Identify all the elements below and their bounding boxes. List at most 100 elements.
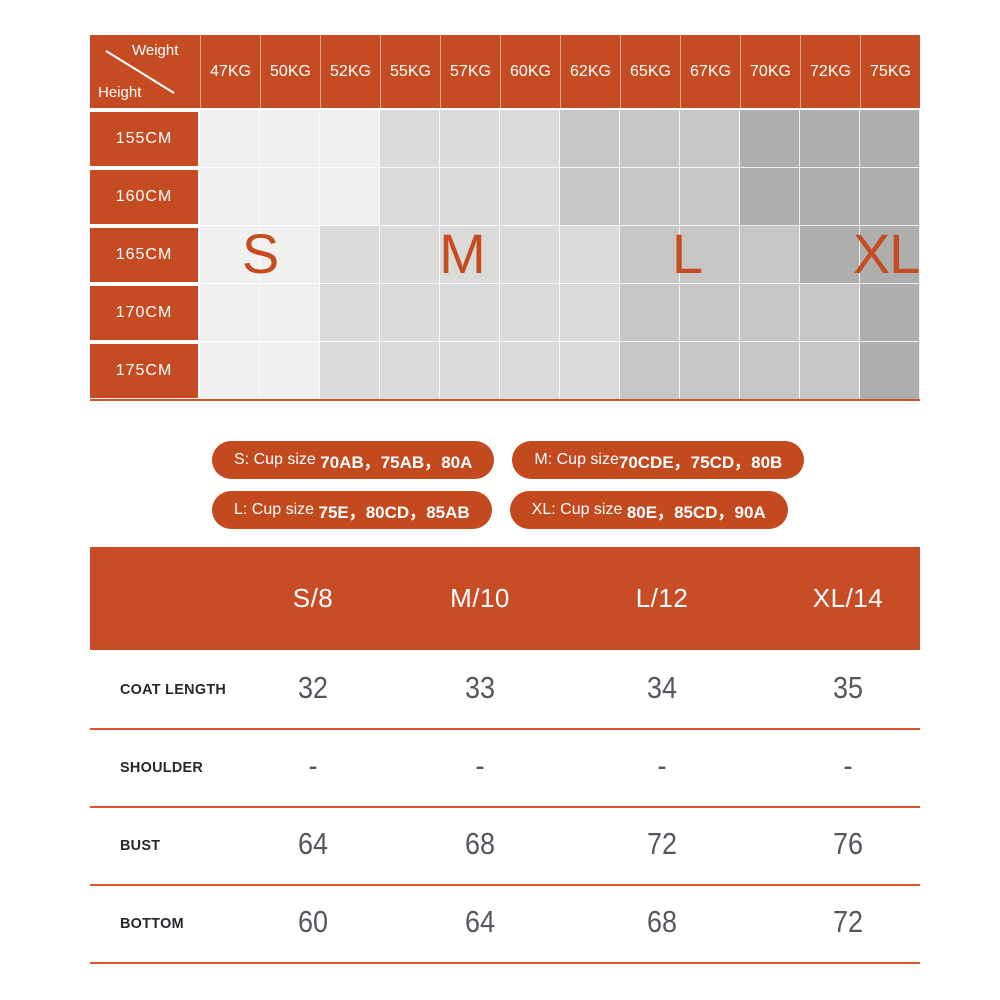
cell-value: 60 (297, 905, 329, 940)
zone-cell-m (380, 226, 440, 284)
weight-axis-label: Weight (132, 42, 179, 59)
cell-value: 72 (646, 827, 678, 862)
zone-cell-l (740, 342, 800, 400)
zone-cell-l (680, 284, 740, 342)
height-header-cell: 160CM (90, 170, 198, 224)
cup-size-pill: S: Cup size 70AB，75AB，80A (212, 441, 495, 479)
zone-cell-xl (860, 110, 920, 168)
zone-cell-l (740, 226, 800, 284)
weight-header-cells: 47KG 50KG 52KG 55KG 57KG 60KG 62KG 65KG 67KG 70KG… (200, 35, 920, 108)
zone-cell-s (200, 226, 260, 284)
cell-value: 33 (464, 671, 496, 706)
table-row: COAT LENGTH 32 33 34 35 (90, 650, 920, 730)
height-header-cell: 165CM (90, 228, 198, 282)
height-header-cell: 155CM (90, 112, 198, 166)
cup-size-values: 80E，85CD，90A (626, 502, 766, 522)
row-label: COAT LENGTH (120, 680, 227, 698)
cell-value: - (657, 749, 667, 784)
cup-size-prefix: M: Cup size (534, 451, 619, 468)
cup-size-prefix: L: Cup size (234, 501, 319, 518)
cell-value: 64 (464, 905, 496, 940)
zone-cell-l (620, 168, 680, 226)
table-row: BUST 64 68 72 76 (90, 806, 920, 886)
weight-header-cell: 72KG (800, 35, 860, 108)
zone-cell-m (500, 110, 560, 168)
zone-cell-s (200, 342, 260, 400)
column-header: S/8 (292, 583, 334, 613)
zone-cell-m (500, 342, 560, 400)
zone-cell-xl (860, 226, 920, 284)
zone-cell-m (440, 226, 500, 284)
size-letter-s: S (241, 222, 279, 285)
weight-header-cell: 60KG (500, 35, 560, 108)
zone-cell-m (560, 284, 620, 342)
cell-value: - (308, 749, 318, 784)
zone-cell-m (560, 226, 620, 284)
zone-cell-l (680, 110, 740, 168)
cup-size-row-1: S: Cup size 70AB，75AB，80A M: Cup size 70CD… (212, 441, 805, 479)
weight-header-cell: 52KG (320, 35, 380, 108)
weight-header-cell: 65KG (620, 35, 680, 108)
zone-cell-l (680, 342, 740, 400)
zone-cell-l (680, 226, 740, 284)
zone-cell-m (500, 168, 560, 226)
matrix-corner-cell: Weight Height (90, 35, 200, 108)
cup-size-pill: M: Cup size 70CDE，75CD，80B (512, 441, 805, 479)
cup-size-values: 70AB，75AB，80A (320, 452, 473, 472)
zone-cell-s (260, 342, 320, 400)
cup-size-prefix: XL: Cup size (531, 501, 627, 518)
row-label: SHOULDER (120, 758, 204, 776)
cup-size-pill: L: Cup size 75E，80CD，85AB (212, 491, 492, 529)
weight-header-cell: 62KG (560, 35, 620, 108)
zone-cell-xl (800, 110, 860, 168)
cell-value: 34 (646, 671, 678, 706)
row-label: BOTTOM (120, 914, 184, 932)
cup-size-values: 70CDE，75CD，80B (618, 452, 783, 472)
height-axis-label: Height (98, 84, 142, 101)
cell-value: 76 (832, 827, 864, 862)
zone-cell-s (200, 168, 260, 226)
cell-value: 32 (297, 671, 329, 706)
zone-cell-m (320, 226, 380, 284)
zone-cell-s (260, 226, 320, 284)
zone-cell-l (800, 342, 860, 400)
cell-value: 72 (832, 905, 864, 940)
size-letter-m: M (439, 222, 486, 285)
diagonal-divider-line (105, 50, 175, 94)
matrix-bottom-line (90, 399, 920, 401)
cell-value: - (843, 749, 853, 784)
zone-cell-l (620, 342, 680, 400)
weight-header-cell: 67KG (680, 35, 740, 108)
column-header: M/10 (450, 583, 510, 613)
cup-size-pill: XL: Cup size 80E，85CD，90A (509, 491, 788, 529)
zone-cell-m (380, 168, 440, 226)
weight-header-cell: 47KG (200, 35, 260, 108)
row-label: BUST (120, 836, 161, 854)
cup-size-row-2: L: Cup size 75E，80CD，85AB XL: Cup size 80… (212, 491, 788, 529)
zone-cell-m (440, 342, 500, 400)
zone-cell-m (440, 110, 500, 168)
zone-cell-xl (860, 168, 920, 226)
cell-value: 64 (297, 827, 329, 862)
zone-cell-m (380, 110, 440, 168)
zone-cell-s (320, 168, 380, 226)
zone-cell-l (620, 110, 680, 168)
zone-cell-xl (800, 226, 860, 284)
table-row: SHOULDER - - - - (90, 728, 920, 808)
zone-cell-m (500, 284, 560, 342)
zone-cell-l (740, 284, 800, 342)
weight-header-cell: 57KG (440, 35, 500, 108)
zone-cell-xl (860, 284, 920, 342)
zone-cell-xl (740, 168, 800, 226)
size-zone-grid (200, 110, 920, 400)
zone-cell-m (320, 284, 380, 342)
height-header-cell: 170CM (90, 286, 198, 340)
weight-header-cell: 75KG (860, 35, 920, 108)
cell-value: 68 (464, 827, 496, 862)
cup-size-values: 75E，80CD，85AB (318, 502, 470, 522)
height-header-cell: 175CM (90, 344, 198, 398)
zone-cell-m (380, 342, 440, 400)
zone-cell-l (620, 284, 680, 342)
zone-cell-s (260, 168, 320, 226)
